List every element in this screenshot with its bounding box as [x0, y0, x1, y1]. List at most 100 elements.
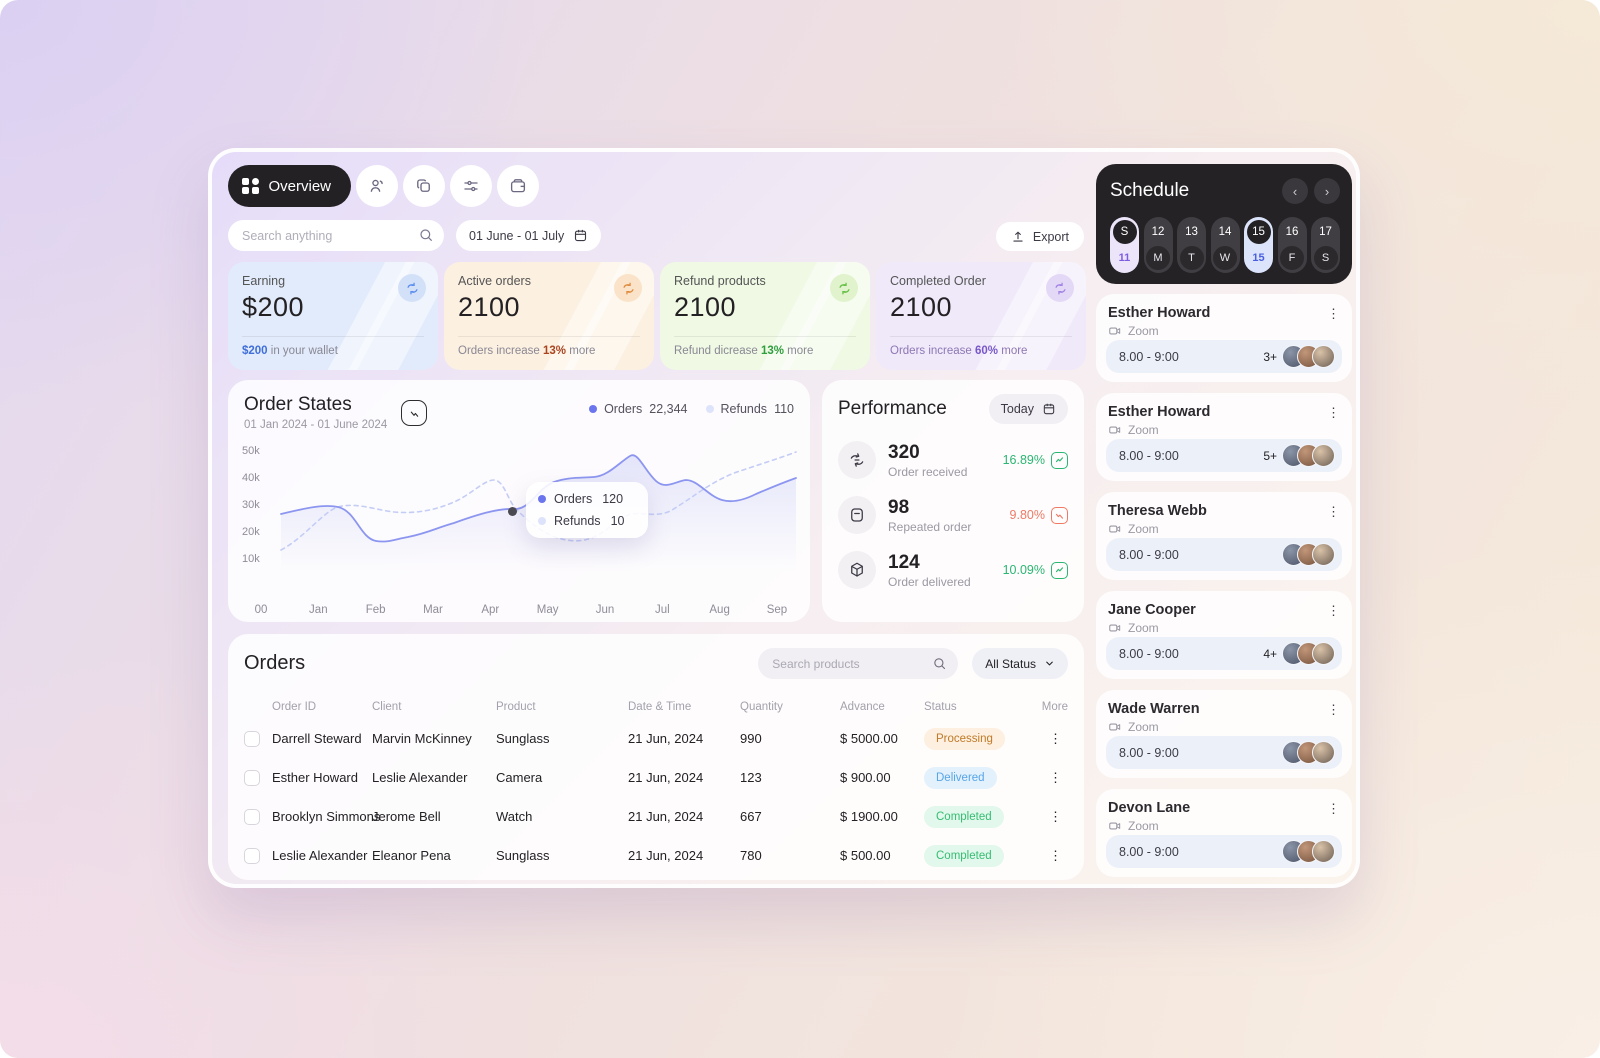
day-pill[interactable]: 17 S — [1311, 217, 1340, 273]
row-menu-button[interactable]: ⋮ — [1049, 730, 1062, 746]
card-value: 2100 — [458, 292, 521, 322]
meeting-card[interactable]: Esther Howard Zoom ⋮ 8.00 - 9:00 3+ — [1096, 294, 1352, 382]
sync-icon[interactable] — [830, 274, 858, 302]
table-row[interactable]: Esther Howard Leslie Alexander Camera 21… — [244, 758, 1068, 797]
wallet-icon — [510, 179, 526, 193]
cell-quantity: 990 — [740, 731, 762, 746]
sync-icon[interactable] — [614, 274, 642, 302]
row-menu-button[interactable]: ⋮ — [1049, 847, 1062, 863]
meeting-card[interactable]: Jane Cooper Zoom ⋮ 8.00 - 9:00 4+ — [1096, 591, 1352, 679]
dashboard-grid-icon — [242, 177, 259, 195]
period-selector[interactable]: Today — [988, 394, 1068, 424]
row-checkbox[interactable] — [244, 730, 260, 747]
trend-link-button[interactable] — [401, 400, 428, 426]
card-footnote: $200 in your wallet — [242, 345, 338, 357]
refunds-dot-icon — [538, 517, 546, 525]
order-states-daterange: 01 Jan 2024 - 01 June 2024 — [244, 419, 388, 431]
day-pill[interactable]: 14 W — [1210, 217, 1240, 273]
row-menu-button[interactable]: ⋮ — [1049, 808, 1062, 824]
card-divider — [242, 336, 424, 337]
table-row[interactable]: Brooklyn Simmons Jerome Bell Watch 21 Ju… — [244, 797, 1068, 836]
search-input[interactable] — [228, 220, 444, 251]
meeting-list: Esther Howard Zoom ⋮ 8.00 - 9:00 3+ Esth… — [1096, 294, 1352, 877]
card-title: Refund products — [674, 274, 766, 288]
cell-date: 21 Jun, 2024 — [628, 809, 704, 824]
cell-advance: $ 1900.00 — [840, 809, 898, 824]
row-menu-button[interactable]: ⋮ — [1049, 769, 1062, 785]
metric-value: 124 — [888, 551, 920, 573]
search-icon — [932, 656, 947, 676]
cell-date: 21 Jun, 2024 — [628, 770, 704, 785]
prev-week-button[interactable]: ‹ — [1282, 178, 1308, 204]
meeting-menu-button[interactable]: ⋮ — [1327, 603, 1340, 618]
card-title: Earning — [242, 274, 286, 288]
line-chart: 50k 40k 30k 20k 10k — [242, 444, 797, 616]
highlighted-point[interactable] — [508, 507, 517, 516]
upload-icon — [1013, 231, 1023, 242]
day-pill[interactable]: 16 F — [1277, 217, 1307, 273]
meeting-card[interactable]: Esther Howard Zoom ⋮ 8.00 - 9:00 5+ — [1096, 393, 1352, 481]
day-pill[interactable]: 12 M — [1143, 217, 1173, 273]
meeting-menu-button[interactable]: ⋮ — [1327, 504, 1340, 519]
table-header: Order ID Client Product Date & Time Quan… — [272, 701, 1068, 713]
meeting-card[interactable]: Theresa Webb Zoom ⋮ 8.00 - 9:00 — [1096, 492, 1352, 580]
day-pill[interactable]: 13 T — [1177, 217, 1206, 273]
chart-legend: Orders 22,344 Refunds 110 — [589, 402, 794, 416]
copy-icon — [417, 179, 430, 192]
calendar-icon — [575, 229, 587, 242]
sync-icon[interactable] — [1046, 274, 1074, 302]
meeting-menu-button[interactable]: ⋮ — [1327, 306, 1340, 321]
meeting-menu-button[interactable]: ⋮ — [1327, 801, 1340, 816]
status-filter-dropdown[interactable]: All Status — [972, 648, 1068, 679]
meeting-time: 8.00 - 9:00 — [1106, 736, 1342, 769]
product-search-input[interactable] — [758, 648, 959, 679]
cell-date: 21 Jun, 2024 — [628, 731, 704, 746]
date-range-picker[interactable]: 01 June - 01 July — [456, 220, 602, 251]
day-pill-selected[interactable]: 15 15 — [1244, 217, 1273, 273]
row-checkbox[interactable] — [244, 847, 260, 864]
users-icon — [370, 179, 383, 192]
card-value: $200 — [242, 292, 305, 322]
refunds-dot-icon — [705, 405, 714, 413]
tooltip-refunds-row: Refunds 10 — [538, 514, 636, 528]
order-states-header: Order States 01 Jan 2024 - 01 June 2024 … — [244, 394, 794, 431]
attendee-avatars — [1282, 642, 1335, 665]
status-badge: Completed — [924, 805, 1004, 828]
tab-overview[interactable]: Overview — [228, 165, 352, 207]
table-row[interactable]: Darrell Steward Marvin McKinney Sunglass… — [244, 719, 1068, 758]
video-icon — [1109, 822, 1121, 830]
schedule-title: Schedule — [1110, 180, 1190, 201]
export-label: Export — [1032, 229, 1069, 244]
meeting-card[interactable]: Wade Warren Zoom ⋮ 8.00 - 9:00 — [1096, 690, 1352, 778]
meeting-card[interactable]: Devon Lane Zoom ⋮ 8.00 - 9:00 — [1096, 789, 1352, 877]
order-states-panel: Order States 01 Jan 2024 - 01 June 2024 … — [228, 380, 810, 622]
cell-product: Camera — [496, 770, 543, 785]
nav-users-button[interactable] — [356, 165, 399, 207]
filter-row: 01 June - 01 July Export — [228, 220, 1084, 252]
sliders-icon — [464, 180, 478, 192]
meeting-menu-button[interactable]: ⋮ — [1327, 405, 1340, 420]
nav-wallet-button[interactable] — [497, 165, 540, 207]
meeting-menu-button[interactable]: ⋮ — [1327, 702, 1340, 717]
row-checkbox[interactable] — [244, 808, 260, 825]
day-pill-selected[interactable]: S 11 — [1110, 217, 1139, 273]
cell-product: Watch — [496, 809, 533, 824]
nav-settings-button[interactable] — [450, 165, 493, 207]
card-title: Completed Order — [890, 274, 986, 288]
sync-icon[interactable] — [398, 274, 426, 302]
nav-copy-button[interactable] — [403, 165, 446, 207]
table-row[interactable]: Leslie Alexander Eleanor Pena Sunglass 2… — [244, 836, 1068, 875]
stat-cards-row: Earning $200 $200 in your wallet Active … — [228, 262, 1086, 370]
schedule-sidebar: Schedule ‹ › S 11 12 M 13 T — [1096, 164, 1352, 877]
export-button[interactable]: Export — [995, 222, 1084, 251]
cell-order-id: Esther Howard — [272, 770, 358, 785]
row-checkbox[interactable] — [244, 769, 260, 786]
meeting-time: 8.00 - 9:00 5+ — [1106, 439, 1342, 472]
trend-down-icon — [1051, 506, 1068, 524]
note-icon — [838, 496, 876, 534]
performance-panel: Performance Today 320 Order received 16.… — [822, 380, 1084, 622]
status-badge: Processing — [924, 727, 1005, 750]
meeting-time: 8.00 - 9:00 4+ — [1106, 637, 1342, 670]
next-week-button[interactable]: › — [1314, 178, 1340, 204]
metric-label: Repeated order — [888, 519, 972, 534]
